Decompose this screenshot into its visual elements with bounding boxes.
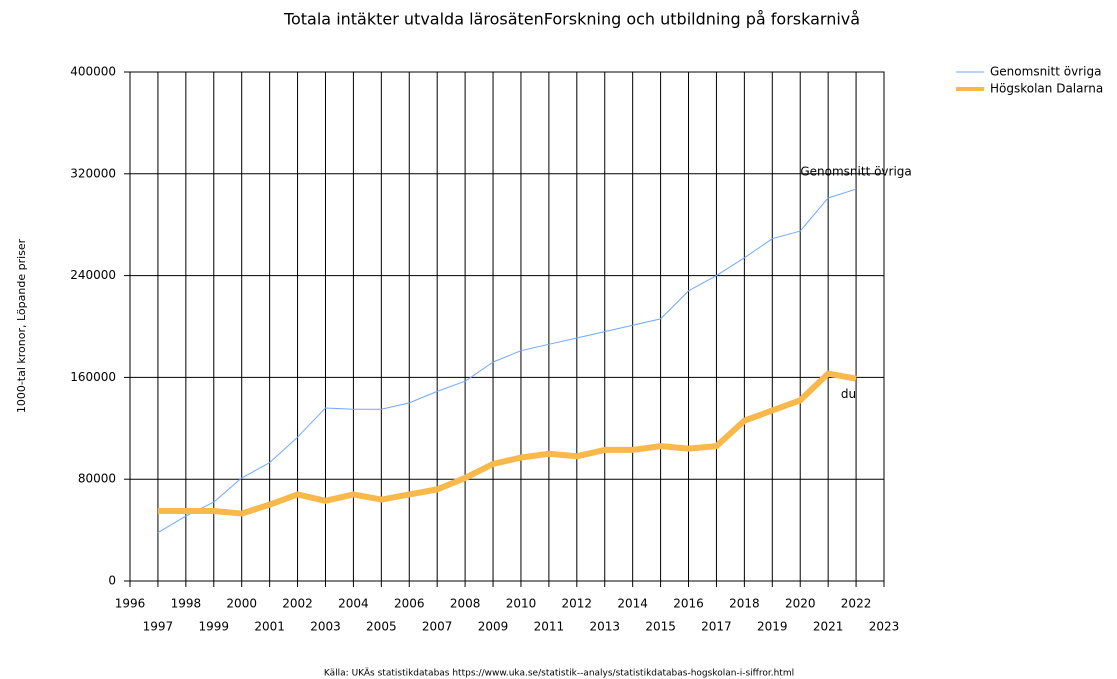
x-tick-label: 2003 — [310, 620, 341, 634]
source-note: Källa: UKÄs statistikdatabas https://www… — [324, 668, 794, 679]
x-tick-label: 1996 — [115, 597, 146, 611]
x-tick-label: 2008 — [450, 597, 481, 611]
x-tick-label: 2010 — [506, 597, 537, 611]
x-tick-label: 2011 — [534, 620, 565, 634]
x-tick-label: 2021 — [813, 620, 844, 634]
y-tick-label: 240000 — [70, 268, 116, 282]
x-tick-label: 2007 — [422, 620, 453, 634]
x-tick-label: 2019 — [757, 620, 788, 634]
line-annotation: Genomsnitt övriga — [800, 165, 911, 179]
x-tick-label: 2023 — [869, 620, 900, 634]
x-tick-label: 2014 — [617, 597, 648, 611]
chart-title: Totala intäkter utvalda lärosätenForskni… — [283, 10, 860, 29]
x-tick-label: 2005 — [366, 620, 397, 634]
x-tick-label: 2020 — [785, 597, 816, 611]
plot-border — [129, 71, 885, 582]
x-tick-label: 2022 — [841, 597, 872, 611]
x-tick-label: 2009 — [478, 620, 509, 634]
x-tick-label: 1998 — [171, 597, 202, 611]
legend-label: Högskolan Dalarna — [990, 82, 1103, 96]
x-tick-label: 1999 — [199, 620, 230, 634]
x-tick-label: 2018 — [729, 597, 760, 611]
y-tick-label: 400000 — [70, 65, 116, 79]
legend-label: Genomsnitt övriga — [990, 65, 1101, 79]
series-line — [157, 370, 857, 517]
x-tick-label: 2016 — [673, 597, 704, 611]
x-tick-label: 2004 — [338, 597, 369, 611]
x-tick-label: 2017 — [701, 620, 732, 634]
y-tick-label: 0 — [108, 574, 116, 588]
x-tick-label: 2012 — [562, 597, 593, 611]
y-tick-label: 320000 — [70, 166, 116, 180]
x-tick-label: 2006 — [394, 597, 425, 611]
y-tick-label: 80000 — [78, 472, 116, 486]
y-axis-label: 1000-tal kronor, Löpande priser — [15, 238, 28, 413]
x-tick-label: 2000 — [226, 597, 257, 611]
line-annotation: du — [841, 387, 856, 401]
y-tick-label: 160000 — [70, 370, 116, 384]
x-tick-label: 1997 — [143, 620, 174, 634]
x-tick-label: 2001 — [254, 620, 285, 634]
x-tick-label: 2015 — [645, 620, 676, 634]
x-tick-label: 2013 — [589, 620, 620, 634]
series-line — [157, 188, 857, 534]
x-tick-label: 2002 — [282, 597, 313, 611]
